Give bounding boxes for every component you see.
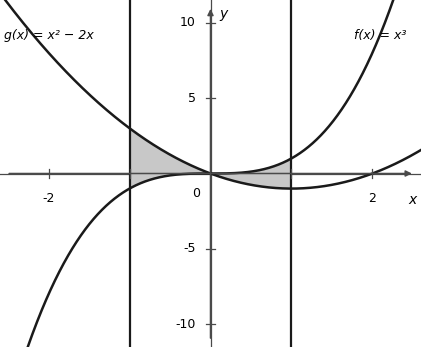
Text: 2: 2	[368, 192, 376, 204]
Text: 10: 10	[180, 16, 196, 29]
Text: y: y	[219, 7, 227, 21]
Text: -2: -2	[43, 192, 55, 204]
Text: -10: -10	[176, 318, 196, 331]
Text: x: x	[408, 193, 417, 206]
Text: 5: 5	[188, 92, 196, 104]
Text: f(x) = x³: f(x) = x³	[354, 29, 406, 42]
Text: g(x) = x² − 2x: g(x) = x² − 2x	[4, 29, 94, 42]
Text: -5: -5	[183, 243, 196, 255]
Text: 0: 0	[192, 187, 200, 200]
